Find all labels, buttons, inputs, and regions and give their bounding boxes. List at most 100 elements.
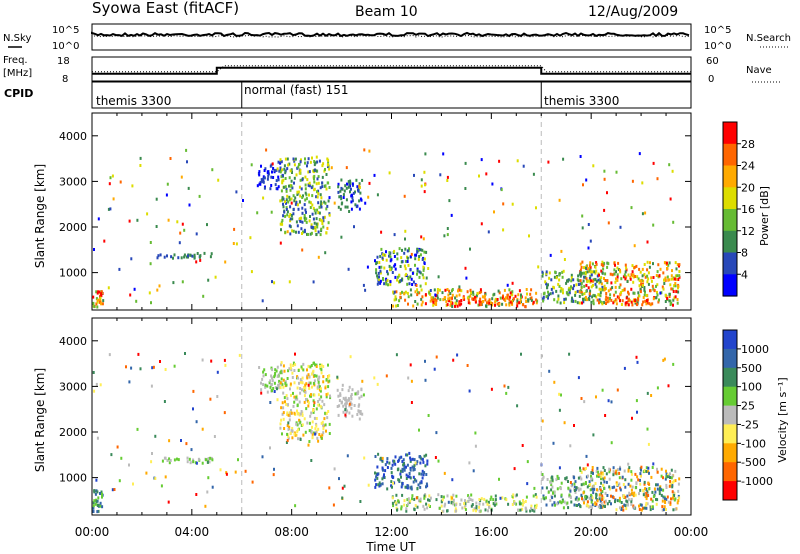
- data-cell: [446, 227, 449, 230]
- data-cell: [488, 298, 491, 302]
- data-cell: [671, 485, 674, 489]
- data-cell: [570, 276, 573, 280]
- data-cell: [568, 291, 571, 295]
- data-cell: [553, 490, 556, 494]
- data-cell: [599, 291, 602, 295]
- data-cell: [573, 482, 576, 486]
- data-cell: [546, 478, 549, 481]
- data-cell: [271, 368, 274, 372]
- data-cell: [301, 248, 304, 252]
- data-cell: [276, 365, 279, 369]
- data-cell: [95, 382, 98, 386]
- data-cell: [333, 467, 336, 471]
- data-cell: [316, 208, 319, 212]
- data-cell: [442, 509, 445, 513]
- data-cell: [600, 276, 603, 280]
- cpid-segment-1: themis 3300: [96, 94, 171, 108]
- data-cell: [201, 461, 204, 465]
- data-cell: [558, 392, 561, 396]
- data-cell: [592, 302, 595, 306]
- data-cell: [348, 183, 351, 187]
- data-cell: [137, 352, 140, 356]
- data-cell: [572, 287, 575, 291]
- data-cell: [395, 506, 398, 510]
- data-cell: [305, 382, 308, 386]
- data-cell: [99, 296, 102, 300]
- data-cell: [303, 203, 306, 207]
- data-cell: [581, 293, 584, 296]
- data-cell: [669, 197, 672, 201]
- data-cell: [506, 296, 509, 300]
- data-cell: [508, 303, 511, 307]
- data-cell: [393, 290, 396, 294]
- data-cell: [411, 494, 414, 498]
- data-cell: [580, 483, 583, 487]
- data-cell: [600, 475, 603, 479]
- data-cell: [358, 417, 361, 421]
- data-cell: [311, 385, 313, 389]
- data-cell: [505, 498, 508, 502]
- data-cell: [613, 261, 616, 265]
- data-cell: [280, 160, 283, 164]
- data-cell: [297, 165, 300, 169]
- data-cell: [599, 294, 602, 298]
- data-cell: [414, 300, 417, 303]
- data-cell: [258, 170, 261, 174]
- data-cell: [584, 295, 587, 299]
- velocity-colorbar-label: Velocity [m s⁻¹]: [776, 377, 789, 462]
- data-cell: [606, 300, 609, 304]
- data-cell: [451, 293, 454, 297]
- data-cell: [405, 485, 408, 489]
- data-cell: [168, 461, 171, 465]
- data-cell: [590, 285, 593, 289]
- data-cell: [386, 466, 389, 469]
- data-cell: [376, 193, 379, 197]
- data-cell: [354, 203, 357, 207]
- data-cell: [351, 199, 354, 203]
- data-cell: [320, 227, 323, 231]
- data-cell: [346, 182, 348, 186]
- data-cell: [307, 233, 310, 236]
- data-cell: [304, 175, 307, 179]
- data-cell: [646, 391, 649, 395]
- data-cell: [650, 279, 653, 283]
- data-cell: [647, 282, 650, 286]
- data-cell: [630, 206, 633, 210]
- power-y-axis-label: Slant Range [km]: [33, 164, 47, 268]
- data-cell: [287, 434, 290, 438]
- data-cell: [328, 374, 331, 378]
- data-cell: [597, 293, 600, 297]
- data-cell: [668, 163, 671, 167]
- data-cell: [501, 496, 504, 500]
- data-cell: [92, 295, 95, 299]
- data-cell: [433, 302, 436, 306]
- data-cell: [599, 300, 602, 304]
- data-cell: [298, 418, 301, 422]
- data-cell: [237, 458, 239, 462]
- data-cell: [601, 494, 604, 498]
- data-cell: [418, 270, 421, 274]
- data-cell: [291, 171, 293, 174]
- data-cell: [312, 280, 315, 284]
- data-cell: [315, 217, 318, 221]
- data-cell: [655, 274, 658, 277]
- data-cell: [604, 414, 607, 417]
- data-cell: [426, 462, 429, 466]
- data-cell: [542, 295, 545, 299]
- data-cell: [317, 377, 320, 381]
- data-cell: [675, 277, 677, 281]
- data-cell: [338, 477, 340, 481]
- data-cell: [547, 283, 549, 287]
- data-cell: [472, 290, 475, 294]
- data-cell: [582, 498, 585, 502]
- data-cell: [211, 168, 214, 172]
- data-cell: [494, 297, 497, 301]
- data-cell: [386, 272, 389, 276]
- data-cell: [307, 157, 310, 161]
- data-cell: [591, 487, 594, 491]
- data-cell: [635, 355, 638, 359]
- data-cell: [345, 166, 348, 170]
- data-cell: [313, 221, 316, 225]
- data-cell: [305, 210, 307, 214]
- data-cell: [358, 182, 361, 186]
